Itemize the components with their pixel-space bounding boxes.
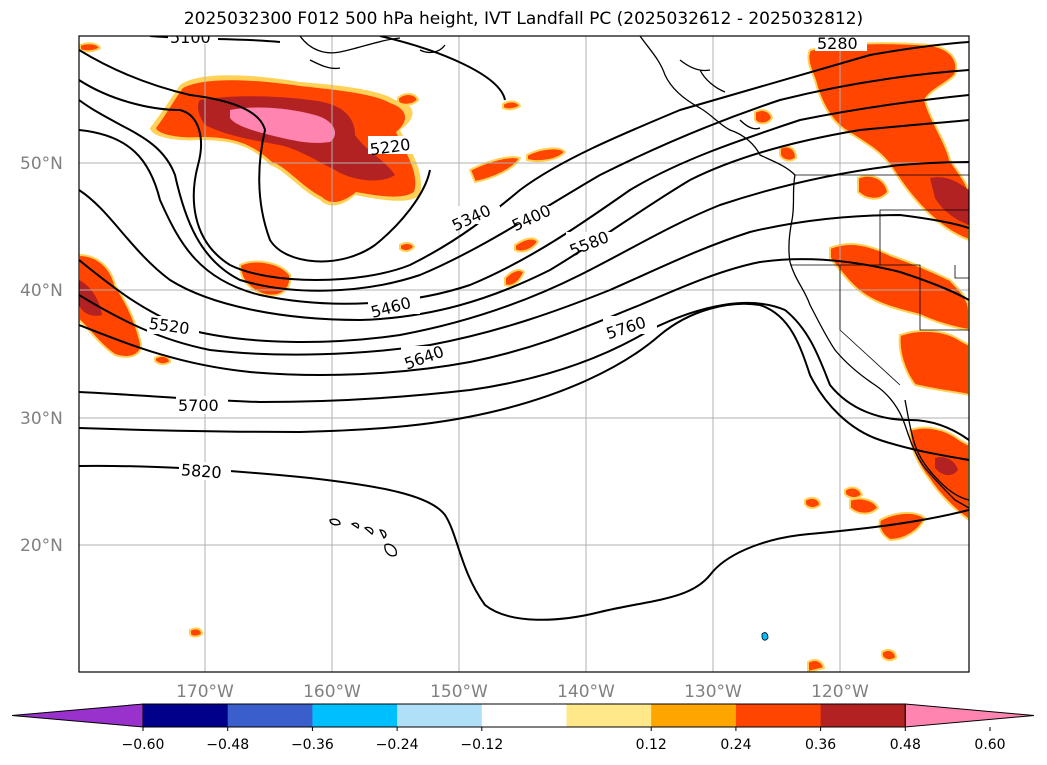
gridlines [79, 36, 969, 672]
colorbar-tick-label: 0.36 [805, 737, 836, 753]
colorbar-segment [227, 704, 313, 727]
ivt-blob-baja [908, 426, 969, 522]
contour-label-5700: 5700 [178, 396, 219, 415]
contour-5340 [79, 69, 969, 292]
colorbar-segment [566, 704, 652, 727]
contour-label-5100: 5100 [170, 28, 211, 47]
colorbar-segment [312, 704, 398, 727]
ivt-blob [399, 241, 416, 253]
colorbar-frame [142, 703, 906, 728]
map-title: 2025032300 F012 500 hPa height, IVT Land… [183, 9, 864, 29]
ivt-blob [881, 649, 898, 662]
ivt-blob [526, 147, 567, 163]
contour-5400 [79, 94, 969, 305]
contour-5220 [79, 49, 431, 263]
ivt-blob [844, 486, 864, 499]
colorbar-segment [651, 704, 737, 727]
latitude-labels: 50°N 40°N 30°N 20°N [20, 154, 63, 556]
map-frame [78, 35, 970, 673]
ivt-blob [514, 237, 540, 253]
lat-label: 40°N [20, 281, 63, 301]
colorbar-tick-label: 0.12 [636, 737, 667, 753]
contour-label-group: 5100 5220 5280 5340 5400 5460 5520 5580 … [147, 28, 867, 482]
colorbar-extend-high [904, 703, 1035, 728]
contour-5460 [79, 119, 969, 322]
contour-5580 [79, 213, 969, 356]
ivt-blob [779, 145, 798, 162]
height-contours [79, 36, 969, 621]
ivt-blob [807, 659, 826, 672]
longitude-labels: 170°W 160°W 150°W 140°W 130°W 120°W [176, 682, 869, 702]
ivt-blob [154, 354, 172, 366]
ivt-blob [804, 496, 822, 509]
lon-label: 120°W [811, 682, 869, 702]
ivt-blob [397, 93, 420, 106]
ivt-blob [878, 512, 927, 542]
contour-5100 [149, 36, 506, 101]
contour-5820 [79, 464, 969, 621]
lon-label: 130°W [684, 682, 742, 702]
ivt-blob [849, 497, 880, 515]
lon-label: 150°W [430, 682, 488, 702]
contour-5280 [79, 41, 969, 281]
ivt-blob-socal [898, 329, 969, 397]
ivt-blob [502, 100, 522, 111]
contour-label-5820: 5820 [180, 460, 222, 482]
contour-5640 [79, 258, 969, 376]
colorbar-tick-label: −0.48 [206, 737, 249, 753]
lat-label: 50°N [20, 154, 63, 174]
colorbar-segment [820, 704, 906, 727]
lat-label: 30°N [20, 409, 63, 429]
colorbar-tick-label: 0.60 [974, 737, 1005, 753]
colorbar-tick-label: −0.60 [122, 737, 165, 753]
colorbar-extend-low [11, 703, 144, 728]
colorbar-tick-label: −0.24 [376, 737, 419, 753]
ivt-blob-baja-core [935, 457, 958, 476]
colorbar-tick-label: −0.12 [460, 737, 503, 753]
colorbar-segment [397, 704, 483, 727]
ivt-blob [857, 174, 890, 200]
ivt-negative-blob [761, 632, 769, 641]
contour-5760 [79, 302, 969, 461]
lat-label: 20°N [20, 536, 63, 556]
colorbar-tick-label: 0.24 [720, 737, 751, 753]
colorbar-segment [143, 704, 229, 727]
lon-label: 160°W [303, 682, 361, 702]
coastlines [299, 36, 969, 557]
colorbar-tick-label: −0.36 [291, 737, 334, 753]
colorbar-tick-label: 0.48 [890, 737, 921, 753]
lon-label: 140°W [557, 682, 615, 702]
ivt-blob [754, 109, 774, 125]
lon-label: 170°W [176, 682, 234, 702]
ivt-blob [79, 42, 102, 53]
colorbar-segment [735, 704, 822, 727]
ivt-blob-bc-core [930, 177, 969, 225]
colorbar: −0.60 −0.48 −0.36 −0.24 −0.12 0.12 0.24 0.36 0.4… [11, 703, 1035, 753]
contour-label-5280: 5280 [817, 34, 858, 53]
ivt-blob-west-core [79, 280, 102, 316]
colorbar-segment [481, 704, 567, 727]
ivt-blob [504, 269, 526, 287]
ivt-blob [189, 627, 204, 638]
